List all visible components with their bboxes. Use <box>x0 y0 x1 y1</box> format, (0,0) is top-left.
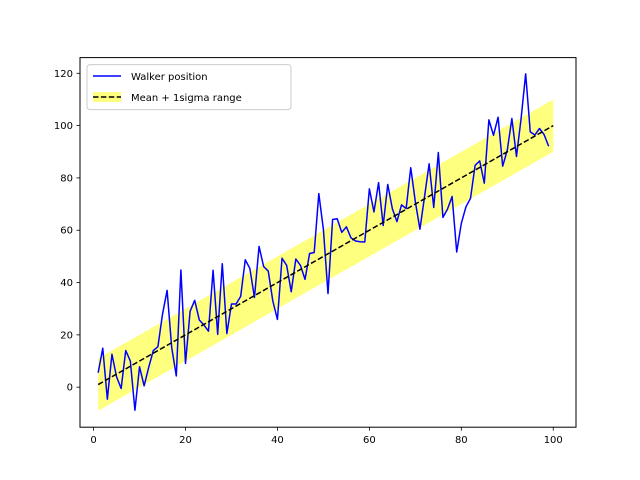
legend-mean-label: Mean + 1sigma range <box>131 93 242 104</box>
y-tick-label: 80 <box>60 173 73 184</box>
series-layer <box>97 73 554 411</box>
y-tick-label: 0 <box>67 383 73 394</box>
legend-box <box>86 64 292 111</box>
mean-line <box>97 124 554 386</box>
legend: Walker position Mean + 1sigma range <box>86 64 292 111</box>
x-tick-label: 0 <box>90 435 96 446</box>
x-axis-ticks: 0 20 40 60 80 100 <box>90 427 563 446</box>
y-tick-label: 60 <box>60 226 73 237</box>
y-tick-label: 20 <box>60 330 73 341</box>
y-axis-ticks: 0 20 40 60 80 100 120 <box>54 69 80 394</box>
y-tick-label: 120 <box>54 69 73 80</box>
x-tick-label: 20 <box>179 435 192 446</box>
legend-band-swatch <box>93 92 121 102</box>
axes-frame <box>79 57 577 428</box>
y-tick-label: 100 <box>54 121 73 132</box>
x-tick-label: 60 <box>363 435 376 446</box>
walker-position-line <box>97 73 550 411</box>
x-tick-label: 40 <box>271 435 284 446</box>
x-tick-label: 100 <box>544 435 563 446</box>
y-tick-label: 40 <box>60 278 73 289</box>
legend-walker-label: Walker position <box>131 72 208 83</box>
x-tick-label: 80 <box>455 435 468 446</box>
